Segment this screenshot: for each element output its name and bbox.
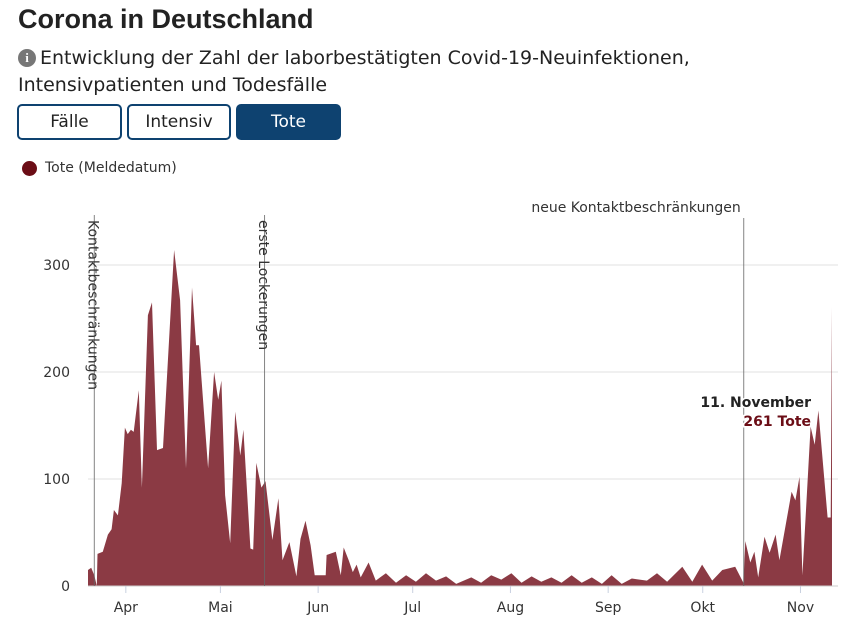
event-label: neue Kontaktbeschränkungen bbox=[531, 200, 740, 216]
subtitle: i Entwicklung der Zahl der laborbestätigt… bbox=[18, 45, 818, 99]
event-label: Kontaktbeschränkungen bbox=[85, 220, 101, 390]
legend-dot-icon bbox=[22, 160, 37, 176]
tab-faelle[interactable]: Fälle bbox=[17, 104, 122, 140]
page-title: Corona in Deutschland bbox=[18, 4, 314, 34]
tab-intensiv[interactable]: Intensiv bbox=[127, 104, 231, 140]
legend-label: Tote (Meldedatum) bbox=[45, 160, 177, 176]
x-tick-label: Jul bbox=[403, 600, 421, 616]
event-label: erste Lockerungen bbox=[255, 220, 271, 350]
legend: Tote (Meldedatum) bbox=[22, 160, 177, 176]
annotation-value: 261 Tote bbox=[743, 414, 811, 430]
x-tick-label: Mai bbox=[208, 600, 233, 616]
tab-tote[interactable]: Tote bbox=[236, 104, 341, 140]
subtitle-text: Entwicklung der Zahl der laborbestätigte… bbox=[18, 47, 690, 96]
x-tick-label: Nov bbox=[787, 600, 814, 616]
x-tick-label: Aug bbox=[497, 600, 524, 616]
annotation-date: 11. November bbox=[700, 395, 811, 411]
tab-bar: Fälle Intensiv Tote bbox=[17, 104, 341, 140]
x-tick-label: Sep bbox=[595, 600, 622, 616]
series-area-tote bbox=[88, 250, 832, 586]
y-tick-label: 300 bbox=[43, 258, 70, 274]
y-tick-label: 200 bbox=[43, 365, 70, 381]
y-tick-label: 100 bbox=[43, 472, 70, 488]
x-tick-label: Okt bbox=[690, 600, 715, 616]
y-tick-label: 0 bbox=[61, 579, 70, 595]
x-tick-label: Apr bbox=[114, 600, 138, 616]
x-tick-label: Jun bbox=[306, 600, 329, 616]
info-circle-icon[interactable]: i bbox=[18, 49, 36, 67]
